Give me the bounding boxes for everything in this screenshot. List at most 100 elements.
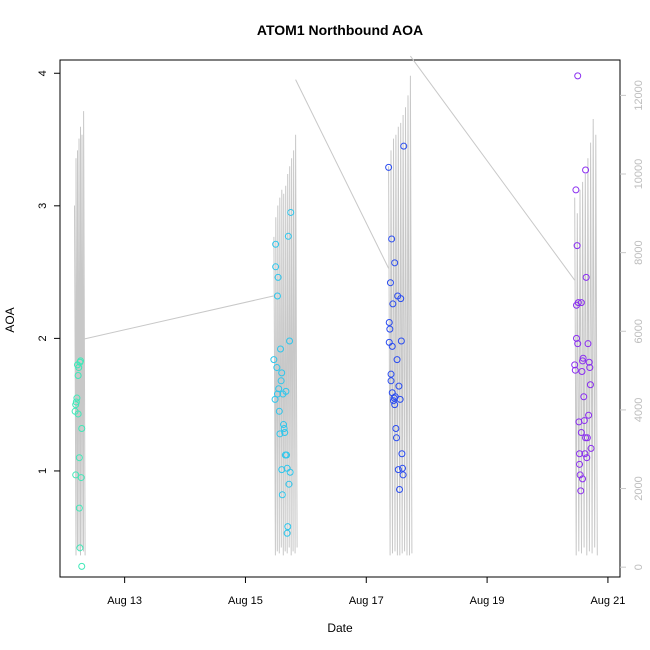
y-axis-title: AOA — [3, 307, 17, 332]
aoa-point — [579, 475, 587, 483]
aoa-point — [572, 186, 580, 194]
aoa-point — [277, 377, 285, 385]
y2-tick-label: 6000 — [633, 319, 645, 343]
aoa-point — [75, 454, 83, 462]
aoa-point — [579, 354, 587, 362]
aoa-point — [580, 393, 588, 401]
aoa-point — [276, 430, 284, 438]
secondary-series-connector — [83, 295, 274, 340]
aoa-point — [584, 340, 592, 348]
aoa-point — [283, 529, 291, 537]
y-tick-label: 4 — [37, 70, 49, 76]
aoa-point — [283, 451, 291, 459]
aoa-point — [76, 544, 84, 552]
aoa-point — [571, 361, 579, 369]
secondary-series-line — [273, 134, 298, 556]
aoa-point — [387, 377, 395, 385]
aoa-point — [389, 300, 397, 308]
y-tick-label: 2 — [37, 335, 49, 341]
aoa-point — [391, 259, 399, 267]
aoa-point — [392, 425, 400, 433]
aoa-point — [387, 370, 395, 378]
aoa-point — [582, 166, 590, 174]
aoa-point — [278, 369, 286, 377]
secondary-series-line — [574, 118, 598, 556]
aoa-point — [388, 235, 396, 243]
aoa-point — [586, 381, 594, 389]
aoa-point — [273, 292, 281, 300]
aoa-point — [397, 337, 405, 345]
aoa-point — [385, 163, 393, 171]
secondary-series-line — [388, 75, 413, 556]
aoa-point — [77, 474, 85, 482]
aoa-point — [385, 318, 393, 326]
aoa-point — [284, 523, 292, 531]
y-tick-label: 1 — [37, 468, 49, 474]
aoa-point — [75, 504, 83, 512]
plot-frame — [59, 59, 621, 578]
aoa-point — [74, 410, 82, 418]
aoa-point — [578, 368, 586, 376]
aoa-point — [576, 460, 584, 468]
aoa-point — [585, 411, 593, 419]
aoa-point — [587, 444, 595, 452]
aoa-point — [282, 387, 290, 395]
aoa-point — [398, 450, 406, 458]
aoa-point — [574, 299, 582, 307]
aoa-point — [577, 487, 585, 495]
aoa-point — [582, 434, 590, 442]
aoa-point — [395, 382, 403, 390]
aoa-point — [392, 434, 400, 442]
aoa-point — [583, 454, 591, 462]
aoa-point — [72, 398, 80, 406]
aoa-point — [72, 471, 80, 479]
aoa-point — [272, 240, 280, 248]
aoa-point — [391, 401, 399, 409]
y2-tick-label: 0 — [633, 564, 645, 570]
secondary-series-connector — [409, 55, 576, 281]
aoa-point — [72, 401, 80, 409]
aoa-point — [278, 491, 286, 499]
plot-area: 1 2 3 4 0 2000 4000 6000 8000 10000 12000 Aug 13 Aug… — [37, 55, 645, 607]
aoa-point — [394, 466, 402, 474]
aoa-point — [571, 366, 579, 374]
y2-tick-label: 12000 — [633, 80, 645, 111]
aoa-point — [580, 417, 588, 425]
aoa-point — [388, 342, 396, 350]
aoa-point — [399, 471, 407, 479]
secondary-series-connector — [295, 79, 390, 269]
y2-tick-label: 4000 — [633, 398, 645, 422]
aoa-point — [273, 364, 281, 372]
secondary-series-line — [74, 111, 86, 556]
aoa-point — [573, 242, 581, 250]
chart-title: ATOM1 Northbound AOA — [257, 22, 423, 38]
x-tick-label: Aug 13 — [107, 595, 142, 607]
aoa-point — [274, 273, 282, 281]
aoa-point — [397, 295, 405, 303]
aoa-point — [386, 325, 394, 333]
y2-tick-label: 8000 — [633, 240, 645, 264]
aoa-point — [280, 421, 288, 429]
aoa-point — [275, 407, 283, 415]
aoa-point — [583, 434, 591, 442]
x-tick-label: Aug 17 — [349, 595, 384, 607]
x-tick-label: Aug 21 — [590, 595, 625, 607]
aoa-point — [386, 279, 394, 287]
aoa-point — [389, 397, 397, 405]
aoa-point — [577, 299, 585, 307]
y2-tick-label: 10000 — [633, 159, 645, 190]
y-tick-label: 3 — [37, 203, 49, 209]
aoa-point — [77, 357, 85, 365]
aoa-point — [287, 208, 295, 216]
aoa-point — [286, 337, 294, 345]
aoa-point — [574, 72, 582, 80]
aoa-point — [577, 429, 585, 437]
x-tick-label: Aug 15 — [228, 595, 263, 607]
aoa-point — [399, 464, 407, 472]
aoa-point — [393, 356, 401, 364]
aoa-point — [276, 345, 284, 353]
aoa-point — [581, 450, 589, 458]
aoa-point — [574, 340, 582, 348]
